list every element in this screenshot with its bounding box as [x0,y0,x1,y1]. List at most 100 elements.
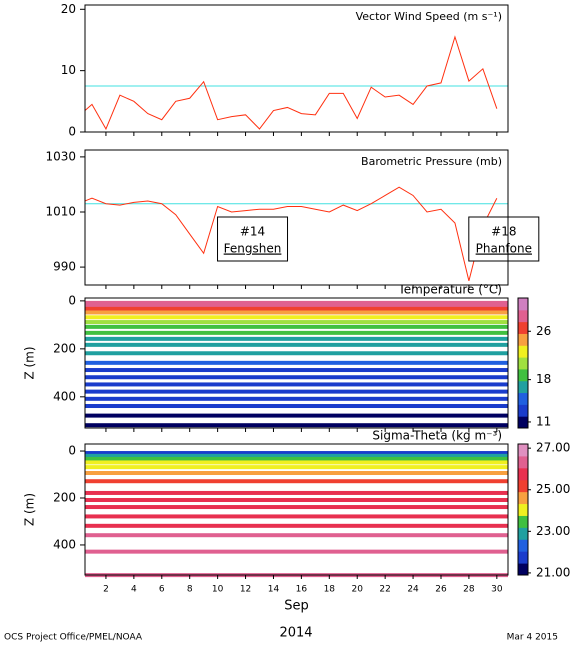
colorbar-swatch [518,380,528,394]
x-tick-label: 6 [159,585,165,595]
panel-title: Vector Wind Speed (m s⁻¹) [356,10,502,23]
heat-cell [85,320,508,325]
annotation-text: Phanfone [476,242,532,256]
annotation-text: #18 [491,225,516,239]
annotation-box [217,216,289,262]
y-tick-label: 20 [61,2,76,16]
colorbar-label: 21.00 [536,565,570,579]
heat-cell [85,303,508,310]
colorbar-label: 27.00 [536,441,570,455]
heat-cell [85,342,508,347]
plot-frame [84,149,509,286]
x-axis-label: Sep [284,599,309,614]
heat-cell [85,460,508,465]
x-tick-label: 22 [379,585,390,595]
x-tick-label: 26 [435,585,447,595]
y-tick-label: 200 [53,490,76,504]
data-line [84,35,498,131]
heat-cell [85,330,508,335]
heat-cell [85,453,508,460]
heat-cell [85,375,508,380]
y-tick-label: 400 [53,537,76,551]
heat-cell [85,315,508,320]
colorbar-swatch [518,515,528,528]
y-axis-label: Z (m) [23,346,37,379]
heat-cell [85,396,508,401]
panel-title: Barometric Pressure (mb) [361,155,502,168]
x-tick-label: 18 [324,585,336,595]
colorbar-frame [517,297,529,429]
x-tick-label: 10 [212,585,224,595]
colorbar-swatch [518,479,528,493]
colorbar-swatch [518,539,528,552]
x-tick-label: 16 [296,585,308,595]
x-tick-label: 2 [103,585,109,595]
colorbar-swatch [518,345,528,358]
heat-cell [85,523,508,528]
colorbar-swatch [518,333,528,346]
y-tick-label: 1030 [45,149,76,163]
y-tick-label: 400 [53,389,76,403]
colorbar-swatch [518,416,528,429]
colorbar-swatch [518,503,528,516]
heat-cell [85,533,508,538]
colorbar-label: 26 [536,324,551,338]
annotation-box [468,216,540,262]
colorbar-frame [517,443,529,576]
footer-date: Mar 4 2015 [507,633,558,643]
colorbar-swatch [518,392,528,405]
heat-cell [85,549,508,554]
heat-cell [85,505,508,510]
x-tick-label: 14 [268,585,280,595]
colorbar-swatch [518,404,528,417]
y-tick-label: 0 [68,293,76,307]
colorbar-swatch [518,467,528,481]
annotation-text: Fengshen [224,242,282,256]
x-tick-label: 4 [131,585,137,595]
y-axis-label: Z (m) [23,493,37,526]
colorbar-swatch [518,298,528,311]
heat-cell [85,497,508,502]
heat-cell [85,389,508,394]
colorbar-swatch [518,491,528,505]
data-line [84,186,498,281]
heat-cell [85,413,508,418]
heat-cell [85,423,508,428]
colorbar-swatch [518,455,528,469]
x-tick-label: 30 [491,585,503,595]
colorbar-swatch [518,368,528,382]
heat-cell [85,324,508,329]
colorbar-swatch [518,563,528,576]
heat-cell [85,306,508,311]
y-tick-label: 0 [68,444,76,458]
y-tick-label: 10 [61,63,76,77]
heat-cell [85,351,508,356]
colorbar-swatch [518,551,528,564]
x-tick-label: 24 [407,585,419,595]
colorbar-label: 25.00 [536,482,570,496]
y-tick-label: 990 [53,260,76,274]
colorbar-swatch [518,321,528,334]
heat-cell [85,404,508,409]
heat-cell [85,514,508,519]
footer-year: 2014 [279,626,312,641]
footer-left: OCS Project Office/PMEL/NOAA [4,633,143,643]
x-tick-label: 20 [352,585,364,595]
x-tick-label: 28 [463,585,475,595]
y-tick-label: 1010 [45,204,76,218]
heat-cell [85,382,508,387]
heat-cell [85,368,508,373]
panel-title: Temperature (°C) [397,283,502,297]
y-tick-label: 200 [53,341,76,355]
heat-cell [85,479,508,484]
heat-cell [85,456,508,461]
colorbar-swatch [518,357,528,370]
colorbar-label: 11 [536,414,551,428]
plot-frame [84,4,509,133]
annotation-text: #14 [240,225,265,239]
heat-cell [85,360,508,365]
plot-frame [84,443,509,576]
plot-frame [84,297,509,429]
